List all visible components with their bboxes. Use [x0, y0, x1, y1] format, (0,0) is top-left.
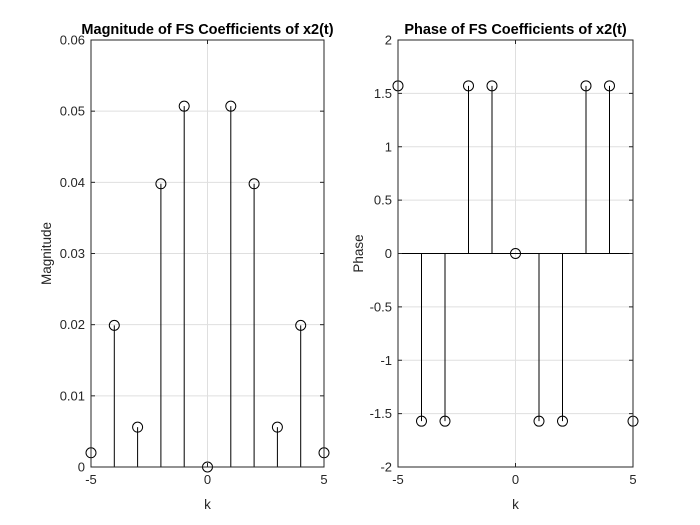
- phase-ytick-label: -2: [380, 460, 392, 475]
- phase-ytick-label: 0.5: [374, 193, 392, 208]
- phase-stem-marker: [463, 80, 474, 92]
- magnitude-ytick-label: 0.01: [60, 388, 85, 403]
- magnitude-ticks: -5 0 500.010.020.030.040.050.06: [60, 33, 328, 488]
- phase-subplot: -5 0 5 -2 -1.5 -1 -0.5 0 0.5 1 1.5 2 Phase of FS Co…: [351, 22, 639, 512]
- magnitude-xlabel: k: [204, 497, 211, 512]
- magnitude-stem-marker: [132, 421, 144, 433]
- phase-stem-marker: [510, 248, 521, 259]
- phase-stem-marker: [416, 415, 427, 427]
- phase-ylabel: Phase: [351, 234, 366, 272]
- phase-ytick-label: 1: [385, 139, 392, 154]
- phase-stem-marker: [439, 415, 451, 427]
- magnitude-stem-marker: [271, 421, 283, 433]
- phase-ytick-label: 1.5: [374, 86, 392, 101]
- phase-xlabel: k: [512, 497, 519, 512]
- phase-ytick-label: -0.5: [370, 299, 392, 314]
- magnitude-ytick-label: 0.06: [60, 33, 85, 48]
- phase-ytick-label: 0: [385, 246, 392, 261]
- magnitude-ytick-label: 0.05: [60, 104, 85, 119]
- magnitude-ylabel: Magnitude: [39, 222, 54, 285]
- magnitude-ytick-label: 0.02: [60, 317, 85, 332]
- magnitude-stems: [85, 100, 330, 473]
- magnitude-xtick-label: 0: [204, 472, 211, 487]
- phase-stem-marker: [580, 80, 592, 92]
- magnitude-stem-marker: [108, 319, 120, 331]
- phase-ytick-label: -1.5: [370, 406, 392, 421]
- magnitude-subplot: -5 0 500.010.020.030.040.050.06 Magnitude …: [39, 22, 334, 512]
- magnitude-ytick-label: 0.03: [60, 246, 85, 261]
- magnitude-stem-marker: [178, 100, 190, 112]
- phase-xtick-label: 5: [629, 472, 636, 487]
- magnitude-stem-marker: [155, 178, 167, 190]
- magnitude-title: Magnitude of FS Coefficients of x2(t): [81, 22, 333, 38]
- magnitude-stem-marker: [248, 178, 260, 190]
- magnitude-ytick-label: 0.04: [60, 175, 85, 190]
- phase-stem-marker: [533, 415, 545, 427]
- phase-stem-marker: [486, 80, 498, 92]
- magnitude-ytick-label: 0: [78, 460, 85, 475]
- phase-stem-marker: [604, 80, 615, 92]
- magnitude-stem-marker: [295, 319, 307, 331]
- phase-ytick-label: -1: [380, 353, 392, 368]
- phase-stem-marker: [557, 415, 568, 427]
- phase-ytick-label: 2: [385, 33, 392, 48]
- phase-ticks: -5 0 5 -2 -1.5 -1 -0.5 0 0.5 1 1.5 2: [370, 33, 637, 488]
- magnitude-xtick-label: 5: [320, 472, 327, 487]
- magnitude-xtick-label: -5: [85, 472, 97, 487]
- phase-xtick-label: 0: [512, 472, 519, 487]
- phase-xtick-label: -5: [392, 472, 404, 487]
- phase-title: Phase of FS Coefficients of x2(t): [404, 22, 627, 38]
- magnitude-stem-marker: [225, 100, 237, 112]
